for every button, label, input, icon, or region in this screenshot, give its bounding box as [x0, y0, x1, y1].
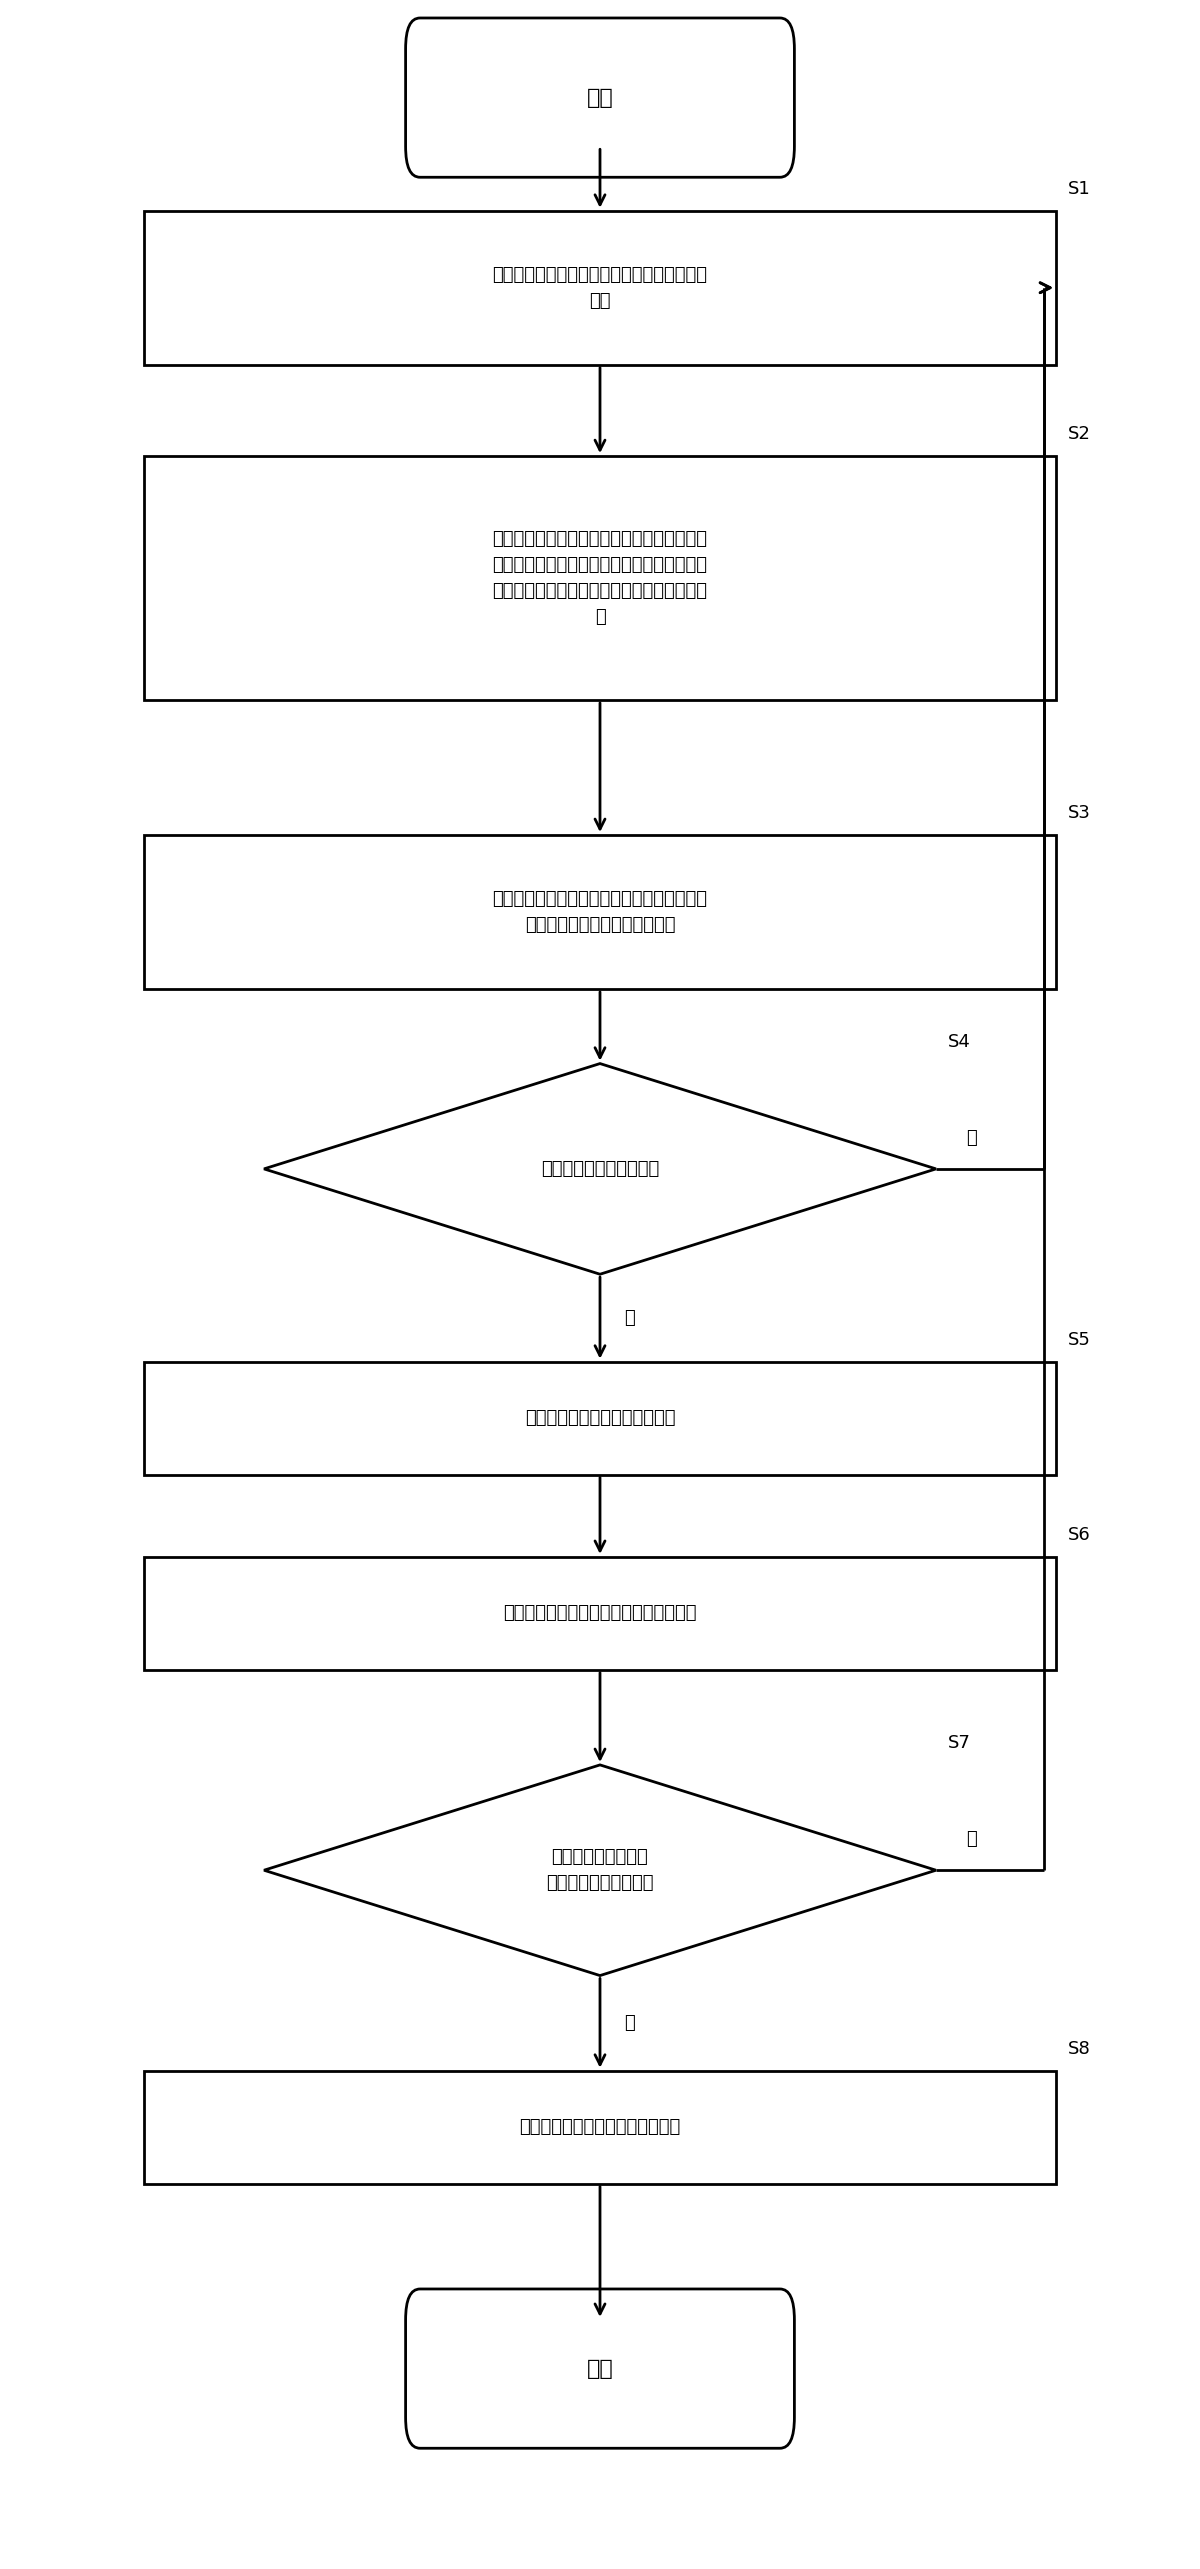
Text: 结束: 结束: [587, 2358, 613, 2379]
Text: S7: S7: [948, 1734, 971, 1752]
Text: S6: S6: [1068, 1526, 1091, 1544]
Text: S2: S2: [1068, 424, 1091, 444]
Text: 异常采样周期的数量
满足预设的异常条件？: 异常采样周期的数量 满足预设的异常条件？: [546, 1847, 654, 1893]
Text: 确认该采样周期为异常采样周期: 确认该采样周期为异常采样周期: [524, 1408, 676, 1428]
Text: 是: 是: [624, 1308, 635, 1328]
Bar: [144, 1362, 1056, 1475]
Bar: [144, 211, 1056, 365]
Bar: [144, 835, 1056, 989]
Text: S5: S5: [1068, 1331, 1091, 1349]
Text: 获取电流信号，对电流信号进行采样并获取采
样值: 获取电流信号，对电流信号进行采样并获取采 样值: [492, 265, 708, 311]
Text: 是: 是: [624, 2014, 635, 2032]
Bar: [144, 457, 1056, 701]
FancyBboxPatch shape: [406, 18, 794, 177]
Text: S4: S4: [948, 1033, 971, 1051]
Text: S1: S1: [1068, 180, 1091, 198]
Polygon shape: [264, 1064, 936, 1274]
Text: 该最大值大于预设阈值？: 该最大值大于预设阈值？: [541, 1159, 659, 1179]
Text: 开始: 开始: [587, 87, 613, 108]
Text: 否: 否: [966, 1829, 977, 1850]
Text: 否: 否: [966, 1128, 977, 1148]
Bar: [144, 1557, 1056, 1670]
Text: 查找一个采样周期内，多个计算周期的高频信
号层的幅值的累加值中的最大值: 查找一个采样周期内，多个计算周期的高频信 号层的幅值的累加值中的最大值: [492, 889, 708, 935]
Text: 发出电弧故障报警信息并断开电源: 发出电弧故障报警信息并断开电源: [520, 2117, 680, 2137]
Text: 将采样值进行小波变换，获取高频信号层的幅
值，将一个采样周期划分为多个计算周期，计
算每一个计算周期的高频信号层的幅值的累加
值: 将采样值进行小波变换，获取高频信号层的幅 值，将一个采样周期划分为多个计算周期，…: [492, 529, 708, 627]
Text: S8: S8: [1068, 2040, 1091, 2058]
Text: S3: S3: [1068, 804, 1091, 822]
FancyBboxPatch shape: [406, 2289, 794, 2448]
Polygon shape: [264, 1765, 936, 1976]
Text: 计算预设时间段内，异常采样周期的数量: 计算预设时间段内，异常采样周期的数量: [503, 1603, 697, 1624]
Bar: [144, 2071, 1056, 2184]
